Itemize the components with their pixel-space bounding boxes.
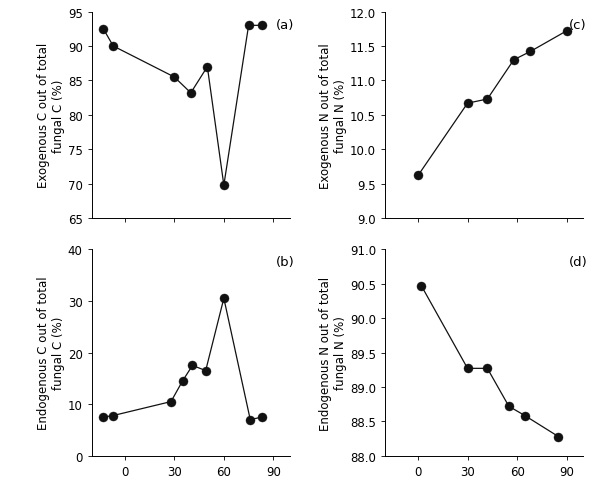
Y-axis label: Endogenous C out of total
fungal C (%): Endogenous C out of total fungal C (%)	[37, 276, 65, 429]
Text: (b): (b)	[276, 256, 295, 269]
Y-axis label: Endogenous N out of total
fungal N (%): Endogenous N out of total fungal N (%)	[319, 276, 347, 430]
Text: (d): (d)	[570, 256, 588, 269]
Y-axis label: Exogenous N out of total
fungal N (%): Exogenous N out of total fungal N (%)	[319, 43, 347, 188]
Text: (a): (a)	[276, 19, 294, 32]
Y-axis label: Exogenous C out of total
fungal C (%): Exogenous C out of total fungal C (%)	[37, 43, 65, 188]
Text: (c): (c)	[570, 19, 587, 32]
